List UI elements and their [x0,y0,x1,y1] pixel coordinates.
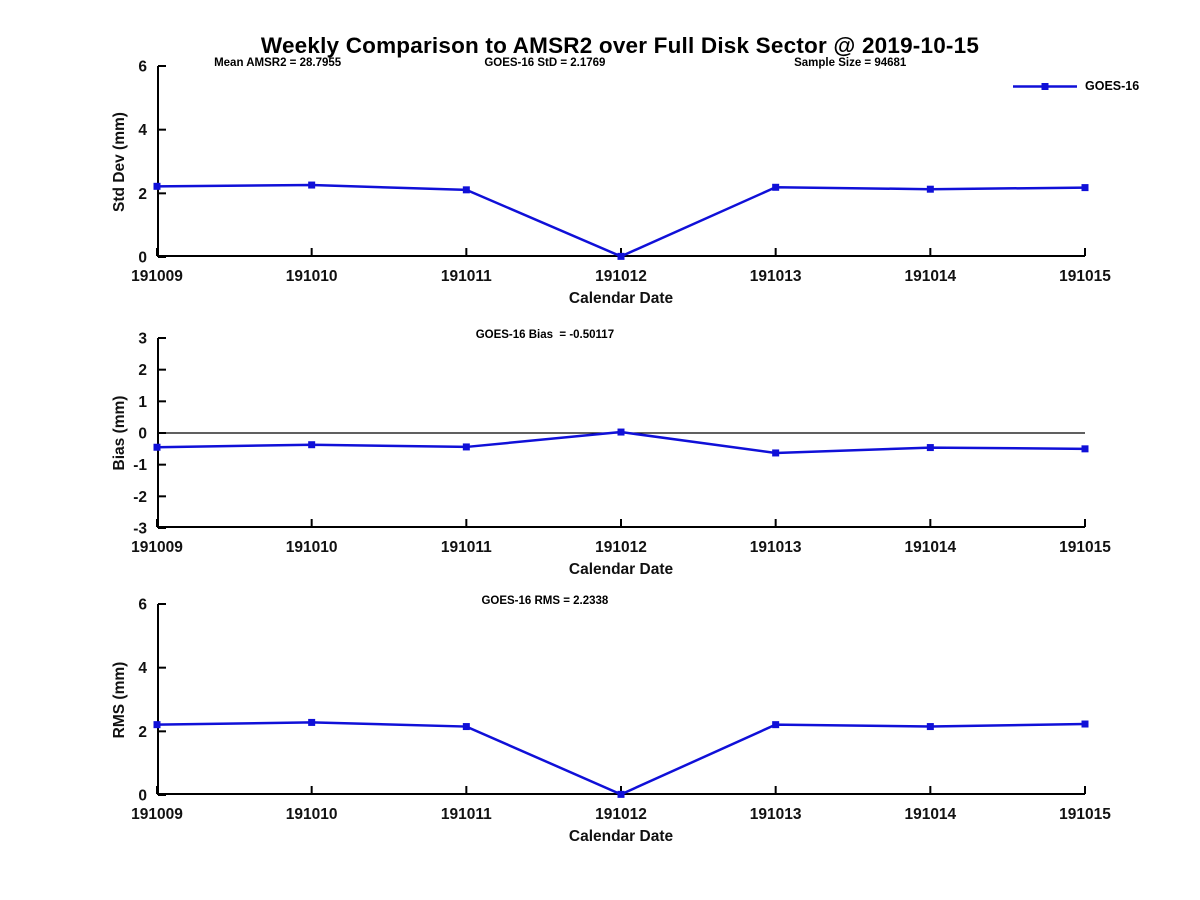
svg-text:191011: 191011 [441,806,492,823]
svg-text:191012: 191012 [595,539,647,556]
svg-text:0: 0 [138,426,147,443]
rms-subplot: RMS (mm) GOES-16 RMS = 2.2338 191009 1910… [111,595,1111,845]
svg-text:191014: 191014 [904,268,956,285]
svg-text:191015: 191015 [1059,268,1111,285]
svg-text:191009: 191009 [131,268,183,285]
svg-text:-3: -3 [133,521,147,538]
annotation-goes16-bias: GOES-16 Bias = -0.50117 [475,329,615,341]
annotation-sample-size: Sample Size = 94681 [794,57,907,69]
stddev-y-axis-label: Std Dev (mm) [111,111,128,212]
svg-text:191012: 191012 [595,268,647,285]
svg-text:0: 0 [138,250,147,267]
rms-x-axis-label: Calendar Date [568,828,674,845]
svg-text:191015: 191015 [1059,539,1111,556]
svg-text:4: 4 [138,660,147,677]
svg-text:-2: -2 [133,489,147,506]
svg-text:2: 2 [138,724,147,741]
legend-line-marker-icon [1013,82,1077,90]
bias-y-axis-label: Bias (mm) [111,395,128,471]
stddev-subplot: Std Dev (mm) Mean AMSR2 = 28.7955 GOES-1… [111,57,1111,307]
svg-text:2: 2 [138,186,147,203]
legend-label: GOES-16 [1085,79,1140,93]
bias-subplot: Bias (mm) GOES-16 Bias = -0.50117 191009… [111,329,1111,578]
svg-text:191014: 191014 [904,806,956,823]
annotation-mean-amsr2: Mean AMSR2 = 28.7955 [214,57,342,69]
svg-text:191013: 191013 [750,539,802,556]
svg-text:191013: 191013 [750,268,802,285]
svg-text:191009: 191009 [131,806,183,823]
svg-text:6: 6 [138,597,147,614]
svg-text:191010: 191010 [286,539,338,556]
stddev-plot-area: 191009 191010 191011 191012 191013 191014 1910… [131,59,1111,286]
svg-text:191009: 191009 [131,539,183,556]
svg-text:191011: 191011 [441,539,492,556]
svg-text:191014: 191014 [904,539,956,556]
rms-y-axis-label: RMS (mm) [111,661,128,738]
annotation-goes16-std: GOES-16 StD = 2.1769 [484,57,606,69]
svg-text:191010: 191010 [286,806,338,823]
svg-text:191011: 191011 [441,268,492,285]
svg-text:0: 0 [138,788,147,805]
svg-text:4: 4 [138,122,147,139]
legend: GOES-16 [1013,79,1139,93]
svg-text:191010: 191010 [286,268,338,285]
svg-text:191013: 191013 [750,806,802,823]
figure-title: Weekly Comparison to AMSR2 over Full Dis… [260,33,980,58]
svg-text:2: 2 [138,362,147,379]
stddev-x-axis-label: Calendar Date [568,290,674,307]
bias-plot-area: 191009 191010 191011 191012 191013 191014 1910… [131,331,1111,557]
svg-text:-1: -1 [133,457,147,474]
annotation-goes16-rms: GOES-16 RMS = 2.2338 [481,595,609,607]
svg-text:191015: 191015 [1059,806,1111,823]
svg-text:6: 6 [138,59,147,76]
svg-text:191012: 191012 [595,806,647,823]
bias-x-axis-label: Calendar Date [568,561,674,578]
svg-text:1: 1 [138,394,147,411]
rms-plot-area: 191009 191010 191011 191012 191013 191014 1910… [131,597,1111,824]
svg-text:3: 3 [138,331,147,348]
